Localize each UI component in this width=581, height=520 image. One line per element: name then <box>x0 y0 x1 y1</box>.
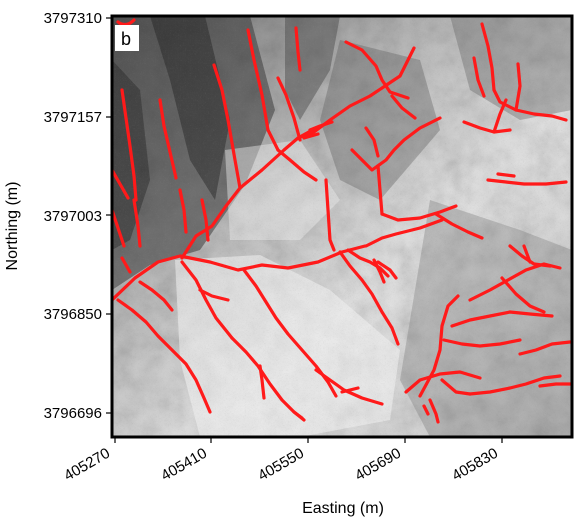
x-axis-title: Easting (m) <box>302 500 384 517</box>
y-axis: 3797310 3797157 3797003 3796850 3796696 <box>44 10 112 422</box>
y-axis-title: Northing (m) <box>4 182 21 271</box>
panel-label-box <box>115 25 139 51</box>
map-frame <box>110 14 574 439</box>
panel-label: b <box>121 29 131 49</box>
y-tick-label: 3796850 <box>44 306 102 323</box>
x-tick-label: 405410 <box>158 445 210 485</box>
x-tick-label: 405830 <box>449 445 501 485</box>
hillshade-relief <box>112 16 572 437</box>
x-tick-label: 405550 <box>255 445 307 485</box>
y-tick-label: 3797003 <box>44 208 102 225</box>
y-tick-label: 3796696 <box>44 405 102 422</box>
x-tick-label: 405270 <box>61 445 113 485</box>
y-tick-label: 3797310 <box>44 10 102 27</box>
x-axis: 405270 405410 405550 405690 405830 <box>61 437 503 485</box>
y-tick-label: 3797157 <box>44 109 102 126</box>
channel-network <box>112 18 572 424</box>
x-tick-label: 405690 <box>352 445 404 485</box>
